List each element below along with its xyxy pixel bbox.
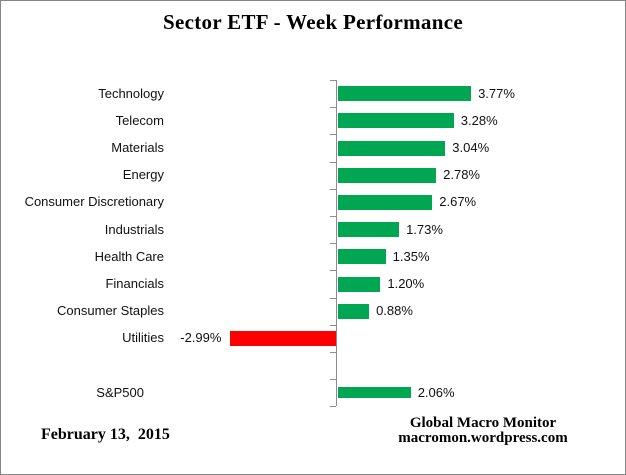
axis-tick [330,297,336,299]
category-label-health-care: Health Care [94,248,164,264]
bar-industrials [338,222,400,238]
axis-tick [330,216,336,217]
value-label-consumer-staples: 0.88% [376,303,413,319]
bar-materials [338,140,446,156]
axis-tick [330,188,336,190]
brand-name: Global Macro Monitor [409,415,557,431]
chart-title: Sector ETF - Week Performance [163,10,463,34]
axis-tick [330,379,336,381]
category-label-industrials: Industrials [104,221,164,237]
value-label-technology: 3.77% [478,85,515,101]
category-label-financials: Financials [105,276,164,291]
bar-technology [338,86,472,102]
value-label-s-p500: 2.06% [417,384,455,400]
axis-tick [330,324,336,326]
bar-telecom [338,113,454,129]
axis-tick [330,406,336,408]
axis-tick [330,352,336,353]
bar-s-p500 [338,387,411,399]
value-label-health-care: 1.35% [392,248,430,264]
value-label-financials: 1.20% [387,276,425,291]
axis-tick [330,270,336,272]
axis-tick [330,80,336,81]
category-label-energy: Energy [122,167,164,183]
zero-axis-line [336,80,337,407]
bar-consumer-discretionary [338,194,433,210]
value-label-energy: 2.78% [443,167,480,183]
bar-utilities [230,330,336,346]
category-label-s-p500: S&P500 [96,384,144,400]
bar-consumer-staples [338,303,370,319]
category-label-technology: Technology [98,85,164,101]
category-label-utilities: Utilities [122,330,164,346]
category-label-consumer-discretionary: Consumer Discretionary [24,194,164,210]
axis-tick [330,134,336,136]
value-label-materials: 3.04% [452,140,490,155]
brand-attribution: Global Macro Monitor macromon.wordpress.… [373,416,593,446]
bar-financials [338,276,381,292]
value-label-industrials: 1.73% [406,221,443,237]
category-label-materials: Materials [111,140,164,155]
category-label-telecom: Telecom [115,112,164,128]
category-label-consumer-staples: Consumer Staples [57,303,164,319]
value-label-consumer-discretionary: 2.67% [439,194,477,210]
chart-date: February 13, 2015 [41,426,170,443]
brand-url: macromon.wordpress.com [398,430,568,446]
value-label-telecom: 3.28% [460,112,498,128]
value-label-utilities: -2.99% [180,330,222,346]
bar-health-care [338,249,386,265]
bar-energy [338,167,437,183]
axis-tick [330,107,336,109]
axis-tick [330,161,336,163]
axis-tick [330,243,336,245]
